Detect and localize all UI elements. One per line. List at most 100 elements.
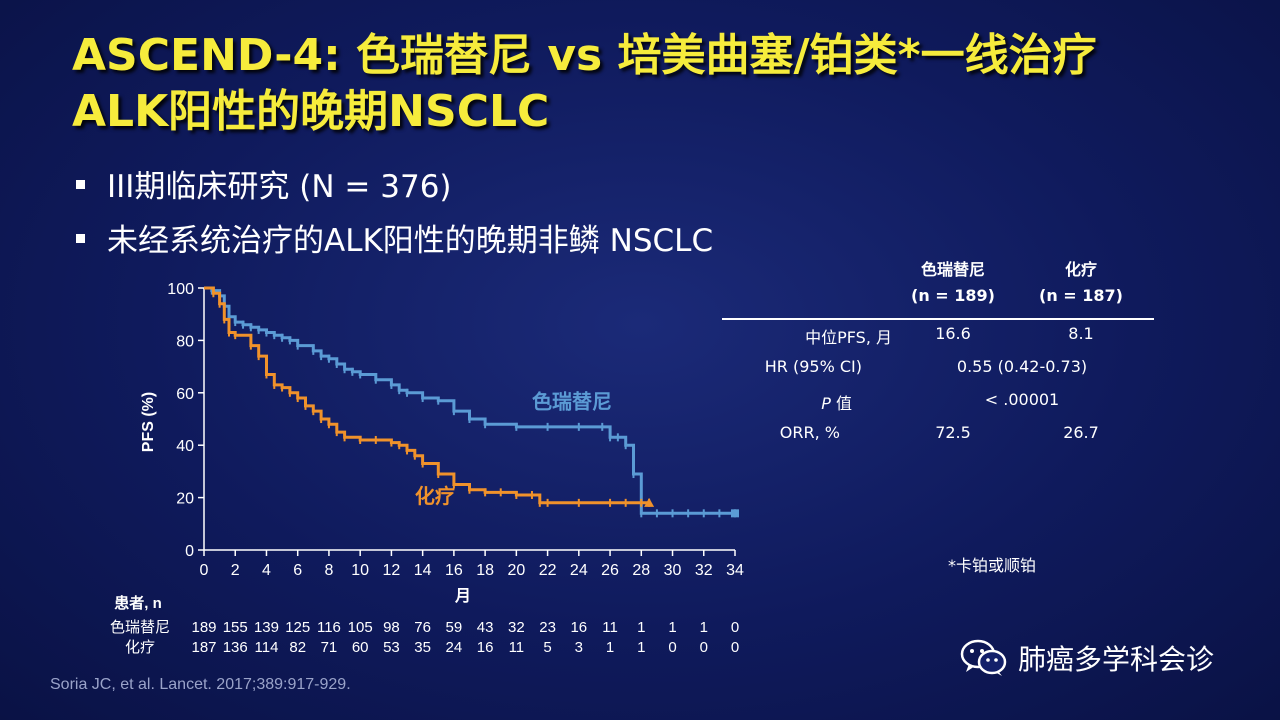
table-row: ORR, % 72.5 26.7 [722, 423, 1162, 451]
table-row: P 值 < .00001 [722, 390, 1162, 418]
risk-count: 53 [383, 639, 400, 656]
citation: Soria JC, et al. Lancet. 2017;389:917-92… [50, 676, 351, 693]
slide-title: ASCEND-4: 色瑞替尼 vs 培美曲塞/铂类*一线治疗 ALK阳性的晚期N… [72, 28, 1252, 140]
x-tick-label: 28 [632, 562, 650, 579]
table-rule [722, 318, 1154, 320]
x-tick-label: 30 [664, 562, 682, 579]
row-value-1: 72.5 [935, 423, 971, 442]
risk-count: 35 [414, 639, 431, 656]
row-label: P 值 [722, 390, 852, 414]
risk-count: 0 [700, 639, 708, 656]
x-tick-label: 4 [262, 562, 271, 579]
col2-name: 化疗 [1064, 260, 1097, 279]
risk-count: 1 [668, 619, 676, 636]
ceritinib-end-marker [731, 509, 739, 518]
row-label: HR (95% CI) [764, 357, 862, 376]
risk-count: 5 [543, 639, 551, 656]
x-tick-label: 26 [601, 562, 619, 579]
row-value-combined: 0.55 (0.42-0.73) [956, 357, 1088, 376]
stats-table: 色瑞替尼 (n = 189) 化疗 (n = 187) 中位PFS, 月 16.… [722, 258, 1162, 442]
risk-count: 136 [223, 639, 248, 656]
x-tick-label: 6 [293, 562, 302, 579]
row-value-combined: < .00001 [984, 390, 1060, 409]
col1-n: (n = 189) [911, 286, 995, 305]
risk-count: 43 [477, 619, 494, 636]
risk-table-header: 患者, n [114, 594, 162, 612]
table-row: HR (95% CI) 0.55 (0.42-0.73) [722, 357, 1162, 385]
table-row: 中位PFS, 月 16.6 8.1 [722, 324, 1162, 352]
x-tick-label: 12 [383, 562, 401, 579]
wechat-icon [960, 639, 1007, 676]
y-tick-label: 40 [176, 438, 194, 455]
y-tick-label: 60 [176, 386, 194, 403]
risk-count: 155 [223, 619, 248, 636]
x-tick-label: 22 [539, 562, 557, 579]
watermark-text: 肺癌多学科会诊 [1018, 643, 1215, 676]
col1-name: 色瑞替尼 [920, 260, 985, 279]
watermark: 肺癌多学科会诊 [960, 638, 1214, 678]
risk-row-label: 化疗 [125, 639, 155, 656]
row-label: ORR, % [779, 423, 840, 442]
x-tick-label: 0 [200, 562, 209, 579]
risk-count: 23 [539, 619, 556, 636]
risk-count: 1 [637, 619, 645, 636]
y-tick-label: 20 [176, 491, 194, 508]
bullet-text: 未经系统治疗的ALK阳性的晚期非鳞 NSCLC [107, 222, 714, 259]
risk-count: 1 [637, 639, 645, 656]
x-tick-label: 20 [507, 562, 525, 579]
x-tick-label: 24 [570, 562, 588, 579]
row-value-1: 16.6 [935, 324, 971, 343]
risk-count: 0 [731, 619, 739, 636]
slide-title-line2: ALK阳性的晚期NSCLC [72, 86, 550, 137]
bullet-item: 未经系统治疗的ALK阳性的晚期非鳞 NSCLC [76, 212, 713, 262]
risk-count: 1 [700, 619, 708, 636]
slide-title-line1: ASCEND-4: 色瑞替尼 vs 培美曲塞/铂类*一线治疗 [72, 30, 1097, 81]
x-tick-label: 8 [324, 562, 333, 579]
y-tick-label: 80 [176, 333, 194, 350]
risk-count: 0 [731, 639, 739, 656]
chart-series [204, 286, 739, 518]
risk-count: 105 [348, 619, 373, 636]
x-tick-label: 10 [351, 562, 369, 579]
risk-count: 98 [383, 619, 400, 636]
risk-count: 1 [606, 639, 614, 656]
x-tick-label: 32 [695, 562, 713, 579]
footnote: *卡铂或顺铂 [948, 556, 1037, 575]
risk-count: 11 [509, 639, 525, 656]
risk-count: 32 [508, 619, 525, 636]
chemo-end-marker [644, 497, 655, 507]
risk-count: 187 [191, 639, 216, 656]
x-tick-label: 18 [476, 562, 494, 579]
bullet-item: III期临床研究 (N = 376) [76, 158, 713, 208]
risk-count: 60 [352, 639, 369, 656]
risk-count: 116 [317, 619, 341, 636]
y-tick-label: 0 [185, 543, 194, 560]
p-italic: P [821, 394, 831, 413]
risk-count: 3 [575, 639, 583, 656]
risk-row-label: 色瑞替尼 [110, 619, 170, 636]
risk-count: 16 [477, 639, 494, 656]
risk-count: 24 [446, 639, 463, 656]
bullet-text: III期临床研究 (N = 376) [107, 168, 452, 205]
ceritinib-line [204, 286, 735, 515]
chemo-line [204, 286, 650, 505]
risk-count: 16 [570, 619, 587, 636]
row-value-2: 8.1 [1068, 324, 1094, 343]
row-label: 中位PFS, 月 [805, 328, 892, 347]
chemo-series-label: 化疗 [415, 484, 455, 508]
risk-count: 189 [191, 619, 216, 636]
y-tick-label: 100 [167, 281, 194, 298]
risk-count: 59 [446, 619, 463, 636]
risk-count: 71 [321, 639, 338, 656]
x-tick-label: 14 [414, 562, 432, 579]
square-bullet-icon [76, 233, 85, 243]
risk-count: 114 [255, 639, 279, 656]
ceritinib-series-label: 色瑞替尼 [532, 390, 612, 414]
x-tick-label: 16 [445, 562, 463, 579]
risk-count: 139 [254, 619, 279, 636]
risk-count: 0 [668, 639, 676, 656]
